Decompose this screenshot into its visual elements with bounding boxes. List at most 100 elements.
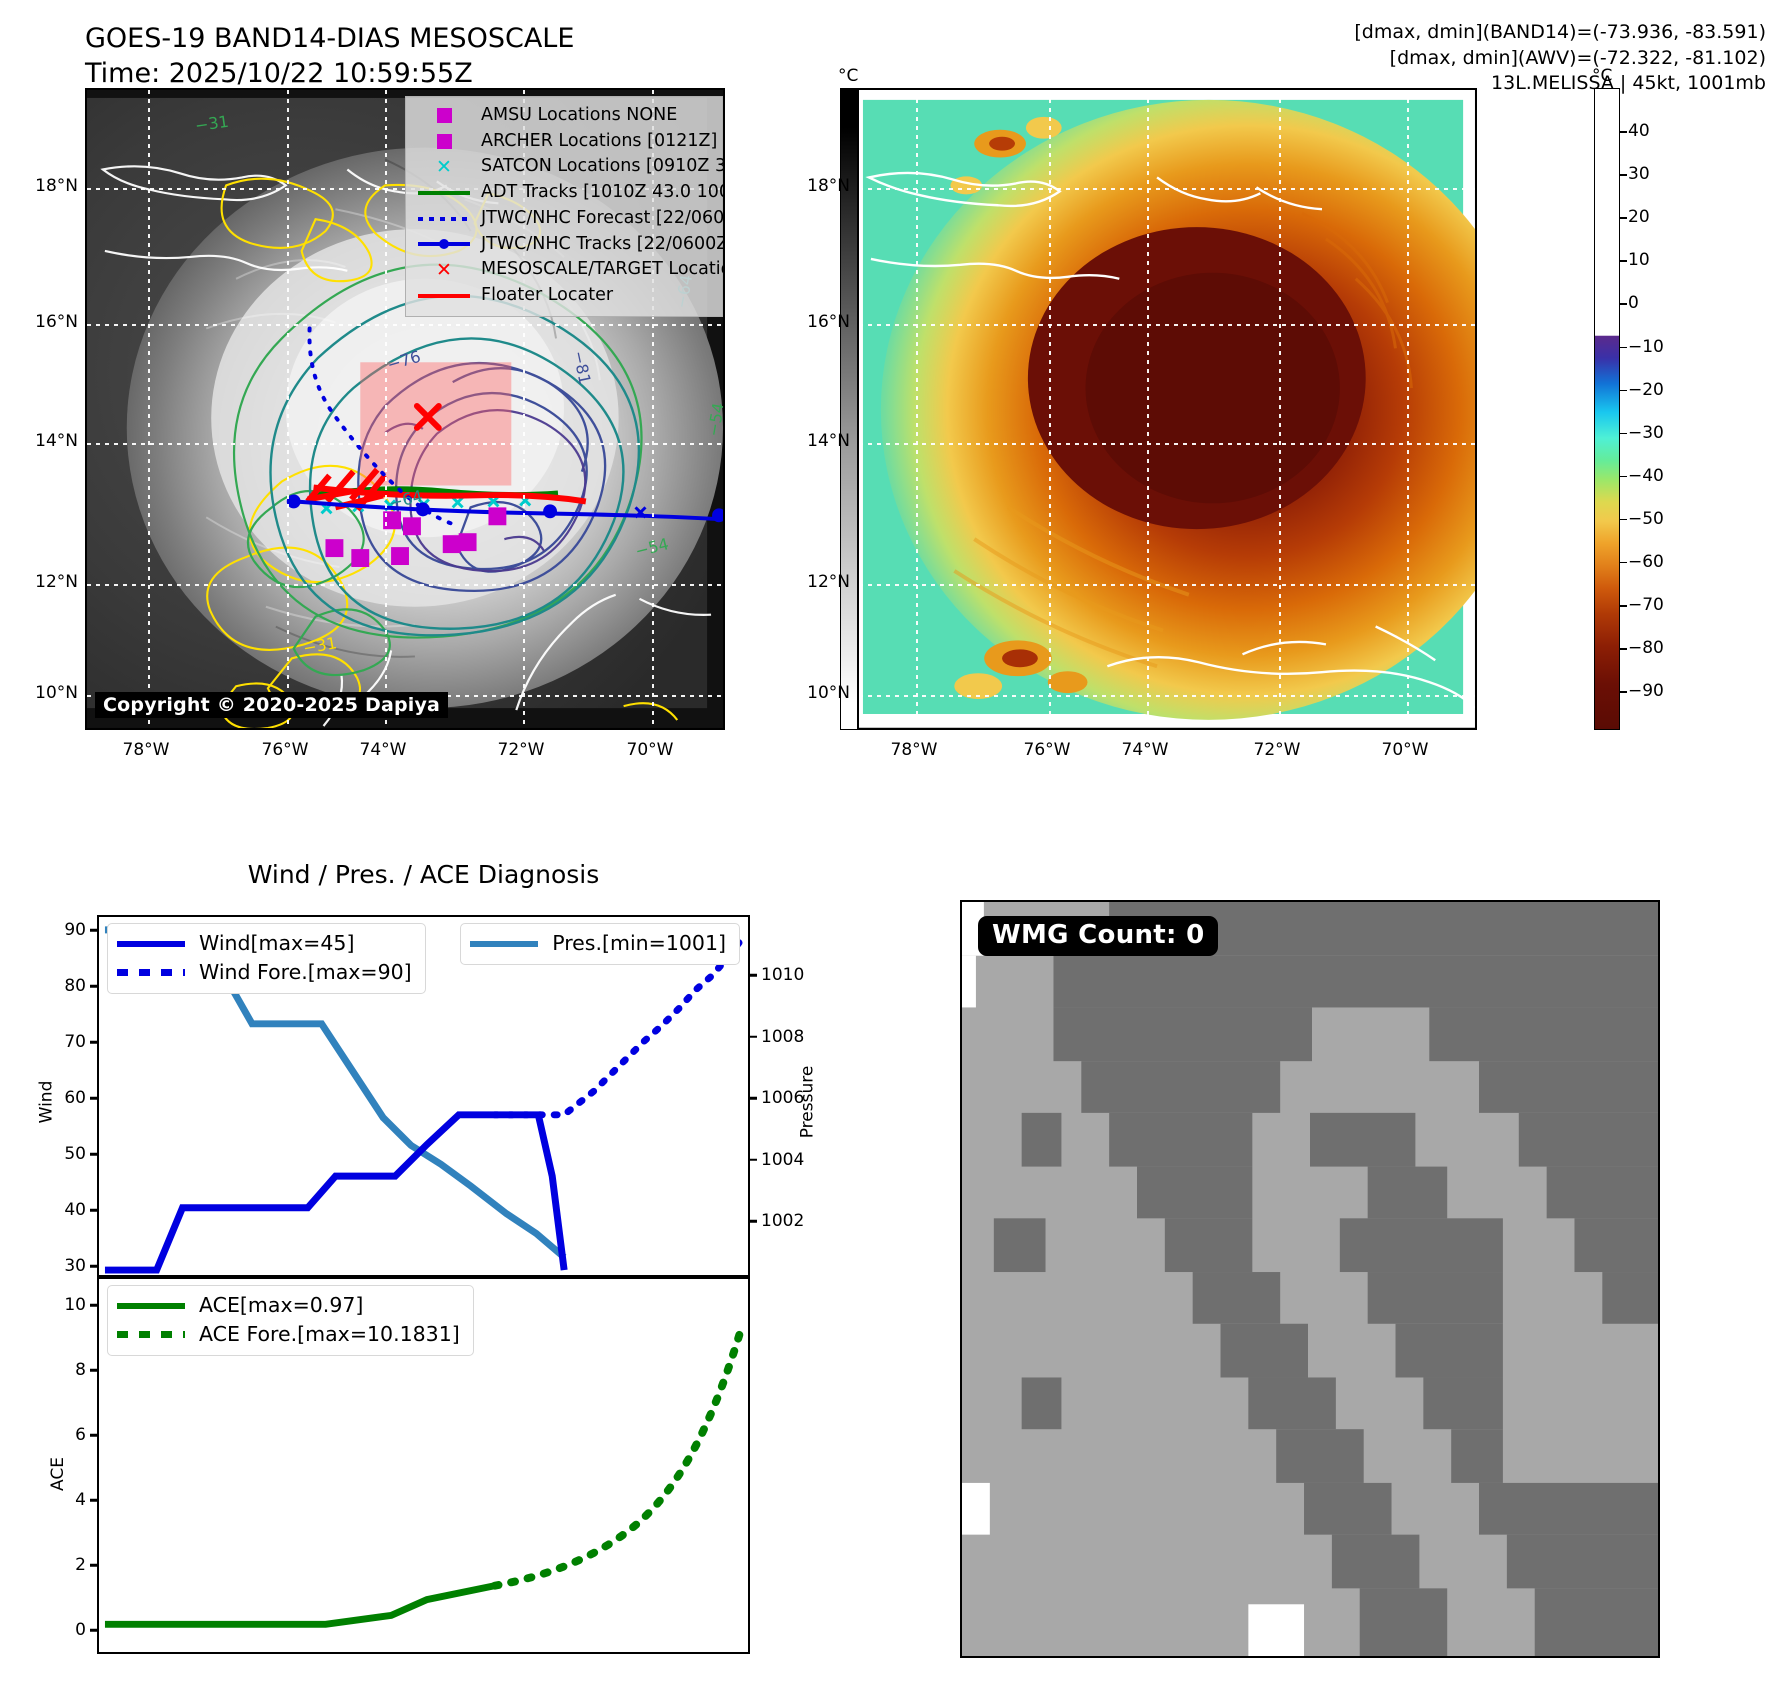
- colorbar-tick-label: 20: [1628, 207, 1650, 228]
- legend-solid-swatch: [117, 940, 185, 947]
- storm-info-header: [dmax, dmin](BAND14)=(-73.936, -83.591) …: [1354, 21, 1766, 95]
- axis-tick-label: 8: [75, 1360, 86, 1380]
- colorbar-tick-mark: [1620, 346, 1627, 349]
- axis-tick-mark: [748, 973, 757, 977]
- legend-key: [117, 1331, 191, 1339]
- legend-item: AMSU Locations NONE: [416, 103, 714, 129]
- pressure-axis-label: Pressure: [797, 1065, 818, 1139]
- lon-tick-label: 72°W: [1253, 740, 1301, 760]
- lat-tick-label: 12°N: [807, 572, 850, 592]
- legend-key: [416, 239, 472, 250]
- axis-tick-label: 80: [64, 976, 86, 996]
- awv-map[interactable]: [857, 88, 1477, 730]
- lat-tick-label: 16°N: [807, 312, 850, 332]
- legend-label: MESOSCALE/TARGET Location: [481, 259, 725, 280]
- colorbar-tick-mark: [1620, 174, 1627, 176]
- awv-colorbar: [1594, 88, 1620, 730]
- axis-tick-mark: [90, 928, 99, 932]
- colorbar-tick-mark: [1620, 389, 1627, 392]
- legend-key: [416, 108, 472, 124]
- legend-key: [416, 216, 472, 221]
- lat-tick-label: 14°N: [807, 431, 850, 451]
- legend-label: ACE Fore.[max=10.1831]: [199, 1322, 460, 1347]
- axis-tick-label: 10: [64, 1295, 86, 1315]
- ir-mesoscale-map[interactable]: −31 −64 −54 −76 −81 −64 −54 −31 AMSU Loc…: [85, 88, 725, 730]
- ir-map-legend: AMSU Locations NONE ARCHER Locations [012…: [405, 96, 723, 317]
- lon-tick-label: 78°W: [890, 740, 938, 760]
- ace-chart[interactable]: ACE[max=0.97] ACE Fore.[max=10.1831] 10 8 6…: [48, 1277, 750, 1654]
- lat-tick-label: 14°N: [35, 431, 78, 451]
- legend-square-icon: [436, 108, 452, 124]
- axis-tick-label: 6: [75, 1425, 86, 1445]
- axis-tick-label: 1004: [761, 1149, 805, 1170]
- legend-key: [117, 1302, 191, 1309]
- axis-tick-mark: [748, 1035, 757, 1038]
- legend-label: ARCHER Locations [0121Z]: [481, 130, 718, 151]
- lon-tick-label: 76°W: [1023, 740, 1071, 760]
- colorbar-tick-label: 0: [1628, 293, 1639, 314]
- axis-tick-mark: [748, 1158, 757, 1161]
- lat-tick-label: 10°N: [807, 683, 850, 703]
- lat-tick-label: 10°N: [35, 683, 78, 703]
- legend-key: [470, 940, 544, 947]
- colorbar-tick-label: 30: [1628, 164, 1650, 185]
- legend-item: JTWC/NHC Forecast [22/0600Z]: [416, 206, 723, 232]
- colorbar-tick-label: −80: [1628, 638, 1664, 659]
- axis-tick-label: 70: [64, 1032, 86, 1052]
- legend-key: ✕: [416, 157, 472, 177]
- awv-gridline-lon72: [1279, 90, 1281, 728]
- legend-item: Wind[max=45]: [117, 929, 412, 958]
- wind-series: [104, 1111, 568, 1274]
- legend-item: JTWC/NHC Tracks [22/0600Z]: [416, 232, 723, 258]
- colorbar-tick-mark: [1620, 475, 1627, 478]
- axis-tick-mark: [90, 1563, 99, 1567]
- legend-item: Floater Locater: [416, 283, 714, 309]
- awv-gridline-lat16: [859, 324, 1475, 326]
- axis-tick-mark: [90, 1208, 99, 1212]
- ir-gridline-lon76: [287, 90, 289, 728]
- colorbar-tick-label: −40: [1628, 465, 1664, 486]
- legend-label: ADT Tracks [1010Z 43.0 1000.6]: [481, 182, 723, 203]
- lon-tick-label: 76°W: [261, 740, 309, 760]
- lat-tick-label: 18°N: [35, 176, 78, 196]
- legend-label: Floater Locater: [481, 285, 614, 306]
- wmg-panel[interactable]: WMG Count: 0: [960, 900, 1660, 1658]
- awv-gridline-lat10: [859, 695, 1475, 697]
- axis-tick-mark: [90, 1096, 99, 1100]
- wind-pressure-chart[interactable]: Wind[max=45] Wind Fore.[max=90] Pres.[min…: [36, 915, 818, 1277]
- ir-gridline-lon78: [148, 90, 150, 728]
- axis-tick-label: 0: [75, 1620, 86, 1640]
- colorbar-tick-mark: [1620, 217, 1627, 219]
- awv-gridline-lat18: [859, 188, 1475, 190]
- colorbar-tick-mark: [1620, 260, 1627, 262]
- ir-colorbar-title: °C: [838, 66, 859, 86]
- legend-key: [416, 134, 472, 150]
- colorbar-tick-mark: [1620, 131, 1627, 133]
- ir-gridline-lat16: [87, 324, 723, 326]
- legend-dotted-line-icon: [418, 216, 470, 221]
- legend-item: ARCHER Locations [0121Z]: [416, 129, 718, 155]
- pressure-legend: Pres.[min=1001]: [460, 923, 740, 966]
- legend-label: SATCON Locations [0910Z 38 1001]: [481, 156, 725, 177]
- ace-axis-label: ACE: [47, 1457, 68, 1491]
- colorbar-tick-label: −60: [1628, 551, 1664, 572]
- awv-gridline-lon74: [1147, 90, 1149, 728]
- colorbar-tick-label: −20: [1628, 379, 1664, 400]
- colorbar-tick-label: −10: [1628, 336, 1664, 357]
- lat-tick-label: 18°N: [807, 176, 850, 196]
- axis-tick-label: 1010: [761, 965, 805, 985]
- legend-item: ACE Fore.[max=10.1831]: [117, 1320, 460, 1349]
- legend-item: ✕ SATCON Locations [0910Z 38 1001]: [416, 154, 723, 180]
- axis-tick-mark: [90, 1040, 99, 1044]
- ir-gridline-lat14: [87, 443, 723, 445]
- awv-gridline-lat12: [859, 584, 1475, 586]
- colorbar-tick-label: 10: [1628, 250, 1650, 271]
- page-title: GOES-19 BAND14-DIAS MESOSCALE Time: 2025…: [85, 23, 575, 89]
- lat-tick-label: 16°N: [35, 312, 78, 332]
- legend-dotted-swatch: [117, 969, 185, 977]
- copyright-notice: Copyright © 2020-2025 Dapiya: [95, 692, 449, 718]
- awv-colorbar-title: °C: [1592, 66, 1613, 86]
- ir-gridline-lon70: [652, 90, 654, 728]
- colorbar-tick-label: −70: [1628, 595, 1664, 616]
- axis-tick-label: 60: [64, 1088, 86, 1108]
